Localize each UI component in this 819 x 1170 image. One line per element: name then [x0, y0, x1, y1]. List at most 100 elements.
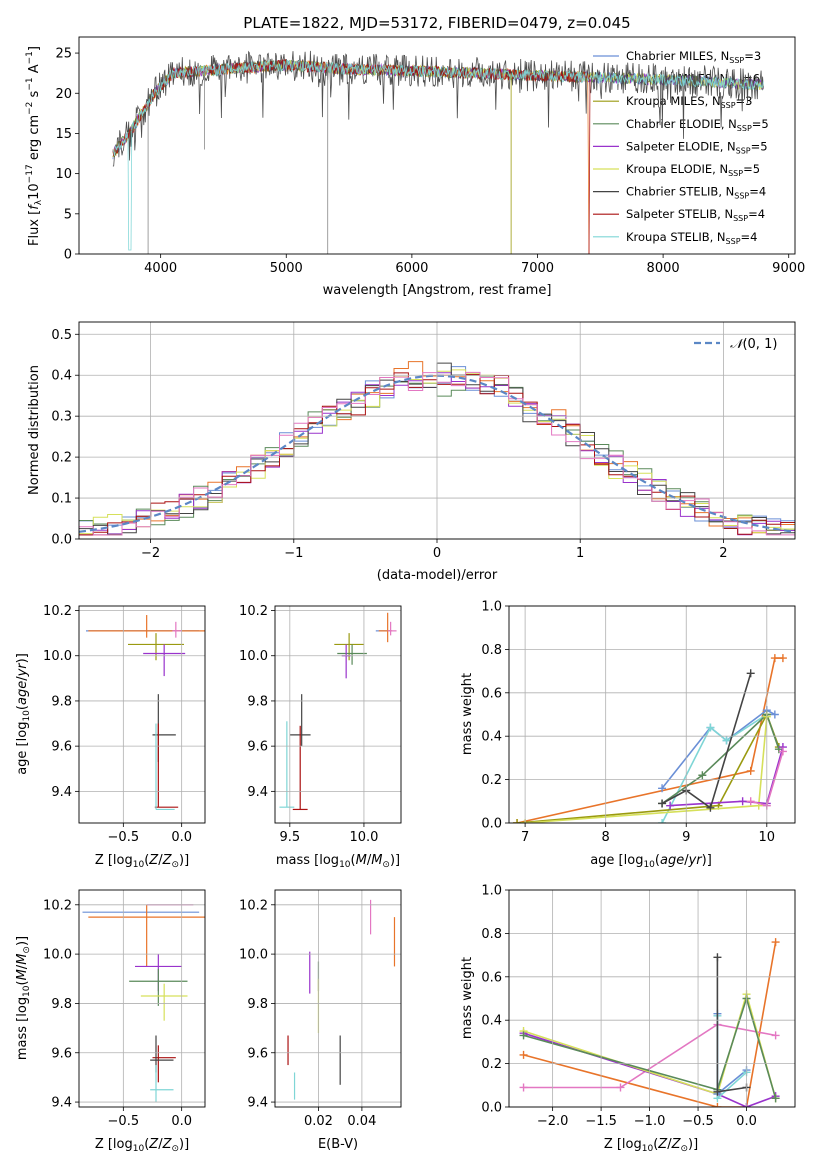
mwZ-marker-4-3: [771, 1094, 780, 1103]
massE-xtick-label: 0.04: [347, 1114, 376, 1129]
age-vs-mass-panel: mass [log10(M/M⊙)] 9.5 10.0 9.4 9.6 9.8 10.0 1…: [239, 604, 402, 870]
spectrum-ytick-label: 10: [55, 167, 72, 182]
mwZ-marker-1-0: [519, 1083, 528, 1092]
spectrum-plot-area: [112, 50, 764, 254]
mwAge-marker-7-2: [706, 803, 715, 812]
mwAge-marker-7-0: [658, 799, 667, 808]
spectrum-ytick-label: 5: [64, 207, 72, 222]
mwAge-ytick-label: 0.8: [481, 643, 502, 658]
residuals-xtick-label: 0: [433, 546, 441, 561]
mwAge-ytick-label: 0.0: [481, 817, 502, 832]
spectrum-legend-label-8: Kroupa STELIB, NSSP=4: [626, 230, 757, 246]
mwZ-ylabel: mass weight: [460, 957, 475, 1039]
spectrum-legend-label-2: Kroupa MILES, NSSP=3: [626, 94, 752, 110]
residuals-xlabel: (data-model)/error: [377, 568, 498, 583]
mwZ-ytick-label: 1.0: [481, 884, 502, 899]
ageM-xtick-label: 10.0: [349, 830, 378, 845]
mwAge-series-4: [661, 713, 780, 805]
ageM-series-layer: [279, 612, 397, 811]
mwAge-xtick-label: 9: [682, 830, 690, 845]
mass-vs-ebv-panel: E(B-V) 0.02 0.04 9.4 9.6 9.8 10.0 10.2: [239, 889, 402, 1152]
residuals-ytick-label: 0.0: [51, 533, 72, 548]
residuals-xtick-label: −2: [141, 546, 160, 561]
massZ-xtick-label: −0.5: [108, 1114, 140, 1129]
spectrum-title: PLATE=1822, MJD=53172, FIBERID=0479, z=0…: [243, 14, 630, 32]
spectrum-legend-label-0: Chabrier MILES, NSSP=3: [626, 49, 761, 65]
ageZ-xtick-label: 0.0: [171, 830, 192, 845]
massZ-ytick-label: 10.0: [43, 948, 72, 963]
spectrum-ytick-label: 25: [55, 47, 72, 62]
mwZ-marker-1-1: [616, 1083, 625, 1092]
mwZ-xtick-label: −2.0: [537, 1114, 569, 1129]
massZ-ytick-label: 9.8: [51, 997, 72, 1012]
mwZ-marker-0-0: [519, 1050, 528, 1059]
ageM-ytick-label: 9.6: [247, 740, 268, 755]
mwAge-marker-2-2: [722, 736, 731, 745]
ageZ-ytick-label: 10.2: [43, 604, 72, 619]
mwAge-series-7: [661, 673, 752, 810]
massE-ytick-label: 10.2: [239, 898, 268, 913]
spectrum-ylabel: Flux [fλ10−17 erg cm−2 s−1 A−1]: [25, 46, 44, 246]
spectrum-legend-label-7: Salpeter STELIB, NSSP=4: [626, 207, 765, 223]
mwAge-xlabel: age [log10(age/yr)]: [590, 853, 712, 870]
mwAge-marker-2-0: [658, 819, 667, 823]
massE-plot-area: [275, 890, 401, 1107]
mwAge-marker-0-1: [746, 766, 755, 775]
ageM-xtick-label: 9.5: [279, 830, 300, 845]
massZ-ytick-label: 9.6: [51, 1046, 72, 1061]
spectrum-frame: [78, 36, 796, 255]
mwZ-xlabel: Z [log10(Z/Z⊙)]: [604, 1137, 698, 1154]
ageZ-frame: [78, 605, 206, 824]
spectrum-xlabel: wavelength [Angstrom, rest frame]: [323, 283, 552, 298]
ageZ-xtick-label: −0.5: [108, 830, 140, 845]
mwAge-ytick-label: 0.6: [481, 686, 502, 701]
ageZ-ytick-label: 9.4: [51, 785, 72, 800]
ageM-xlabel: mass [log10(M/M⊙)]: [276, 853, 400, 870]
massE-frame: [274, 889, 402, 1108]
spectrum-ytick-label: 15: [55, 127, 72, 142]
spectrum-xtick-label: 5000: [270, 261, 303, 276]
ageM-ytick-label: 10.0: [239, 649, 268, 664]
residuals-ytick-label: 0.5: [51, 328, 72, 343]
massZ-frame: [78, 889, 206, 1108]
normal-legend-label: 𝒩(0, 1): [730, 337, 777, 352]
massE-ytick-label: 9.8: [247, 997, 268, 1012]
mwAge-marker-6-1: [738, 797, 747, 806]
mwZ-ytick-label: 0.6: [481, 970, 502, 985]
residuals-plot-area: [79, 322, 795, 540]
massweight-vs-age-panel: age [log10(age/yr)] mass weight 7 8 9 10 0.0…: [460, 600, 796, 870]
massZ-xlabel: Z [log10(Z/Z⊙)]: [95, 1137, 189, 1154]
spectrum-line-6: [112, 50, 764, 167]
mwAge-xtick-label: 8: [602, 830, 610, 845]
spectrum-line-8: [112, 59, 764, 251]
spectrum-ytick-label: 0: [64, 248, 72, 263]
residuals-ylabel: Normed distribution: [27, 365, 42, 495]
mwZ-series-4: [523, 995, 777, 1099]
mwAge-series-0: [516, 657, 783, 823]
massE-series-layer: [287, 899, 396, 1100]
mwZ-marker-4-0: [519, 1031, 528, 1040]
spectrum-panel: PLATE=1822, MJD=53172, FIBERID=0479, z=0…: [25, 14, 805, 298]
mwAge-plot-area: [509, 605, 795, 824]
massE-ytick-label: 9.4: [247, 1096, 268, 1111]
mwAge-marker-1-0: [658, 784, 667, 793]
mwZ-ytick-label: 0.2: [481, 1057, 502, 1072]
massE-xtick-label: 0.02: [304, 1114, 333, 1129]
residuals-ytick-label: 0.3: [51, 410, 72, 425]
spectrum-legend-label-4: Salpeter ELODIE, NSSP=5: [626, 139, 768, 155]
mwAge-marker-6-0: [666, 801, 675, 810]
massZ-xtick-label: 0.0: [171, 1114, 192, 1129]
ageM-plot-area: [275, 606, 401, 823]
residuals-xtick-label: −1: [284, 546, 303, 561]
mwAge-marker-4-1: [698, 771, 707, 780]
mwZ-marker-0-1: [713, 1103, 722, 1107]
mass-vs-metallicity-panel: Z [log10(Z/Z⊙)] mass [log10(M/M⊙)] −0.5 0…: [15, 889, 206, 1154]
mwAge-xtick-label: 7: [521, 830, 529, 845]
ageM-ytick-label: 9.8: [247, 694, 268, 709]
mwZ-marker-0-3: [771, 938, 780, 947]
residuals-xtick-label: 2: [719, 546, 727, 561]
spectrum-series-layer: [112, 50, 764, 254]
massZ-plot-area: [79, 890, 205, 1107]
spectrum-xtick-label: 6000: [395, 261, 428, 276]
ageZ-ylabel: age [log10(age/yr)]: [15, 653, 32, 775]
